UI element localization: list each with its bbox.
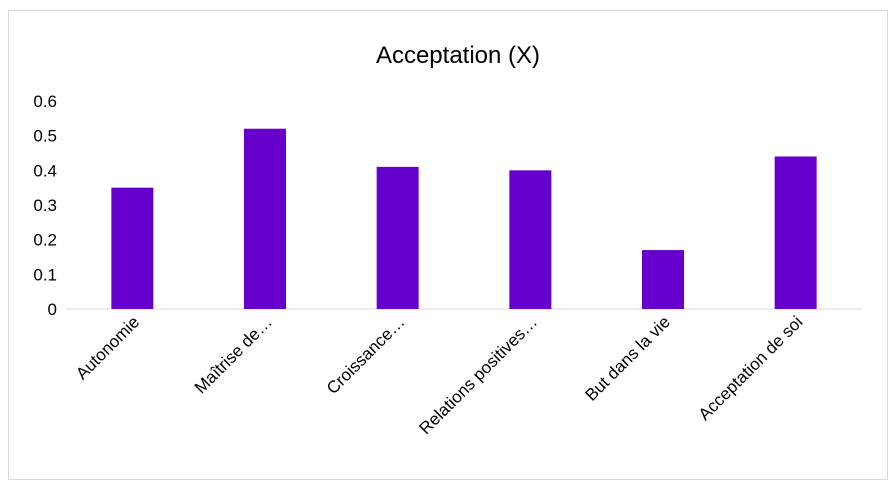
bar: [509, 170, 552, 309]
bar: [376, 166, 419, 309]
y-tick-label: 0.5: [33, 127, 57, 146]
y-tick-label: 0.2: [33, 231, 57, 250]
chart-frame: [8, 10, 888, 480]
x-category-label: Relations positives…: [415, 312, 541, 438]
y-tick-label: 0.6: [33, 92, 57, 111]
bars: [111, 128, 817, 309]
y-tick-label: 0.4: [33, 161, 57, 180]
y-tick-label: 0.1: [33, 265, 57, 284]
bar: [774, 156, 817, 309]
bar: [642, 250, 684, 309]
x-category-label: But dans la vie: [582, 312, 674, 404]
y-tick-label: 0: [48, 300, 57, 319]
y-axis-ticks: 0 0.1 0.2 0.3 0.4 0.5 0.6: [33, 92, 57, 319]
x-category-label: Acceptation de soi: [695, 312, 807, 424]
x-category-label: Croissance…: [323, 312, 409, 398]
x-category-label: Autonomie: [72, 312, 143, 383]
category-labels: Autonomie Maîtrise de… Croissance… Relation…: [72, 312, 806, 438]
bar: [244, 128, 286, 309]
x-category-label: Maîtrise de…: [191, 312, 276, 397]
chart-title: Acceptation (X): [376, 42, 540, 69]
bar: [111, 187, 154, 309]
y-tick-label: 0.3: [33, 196, 57, 215]
